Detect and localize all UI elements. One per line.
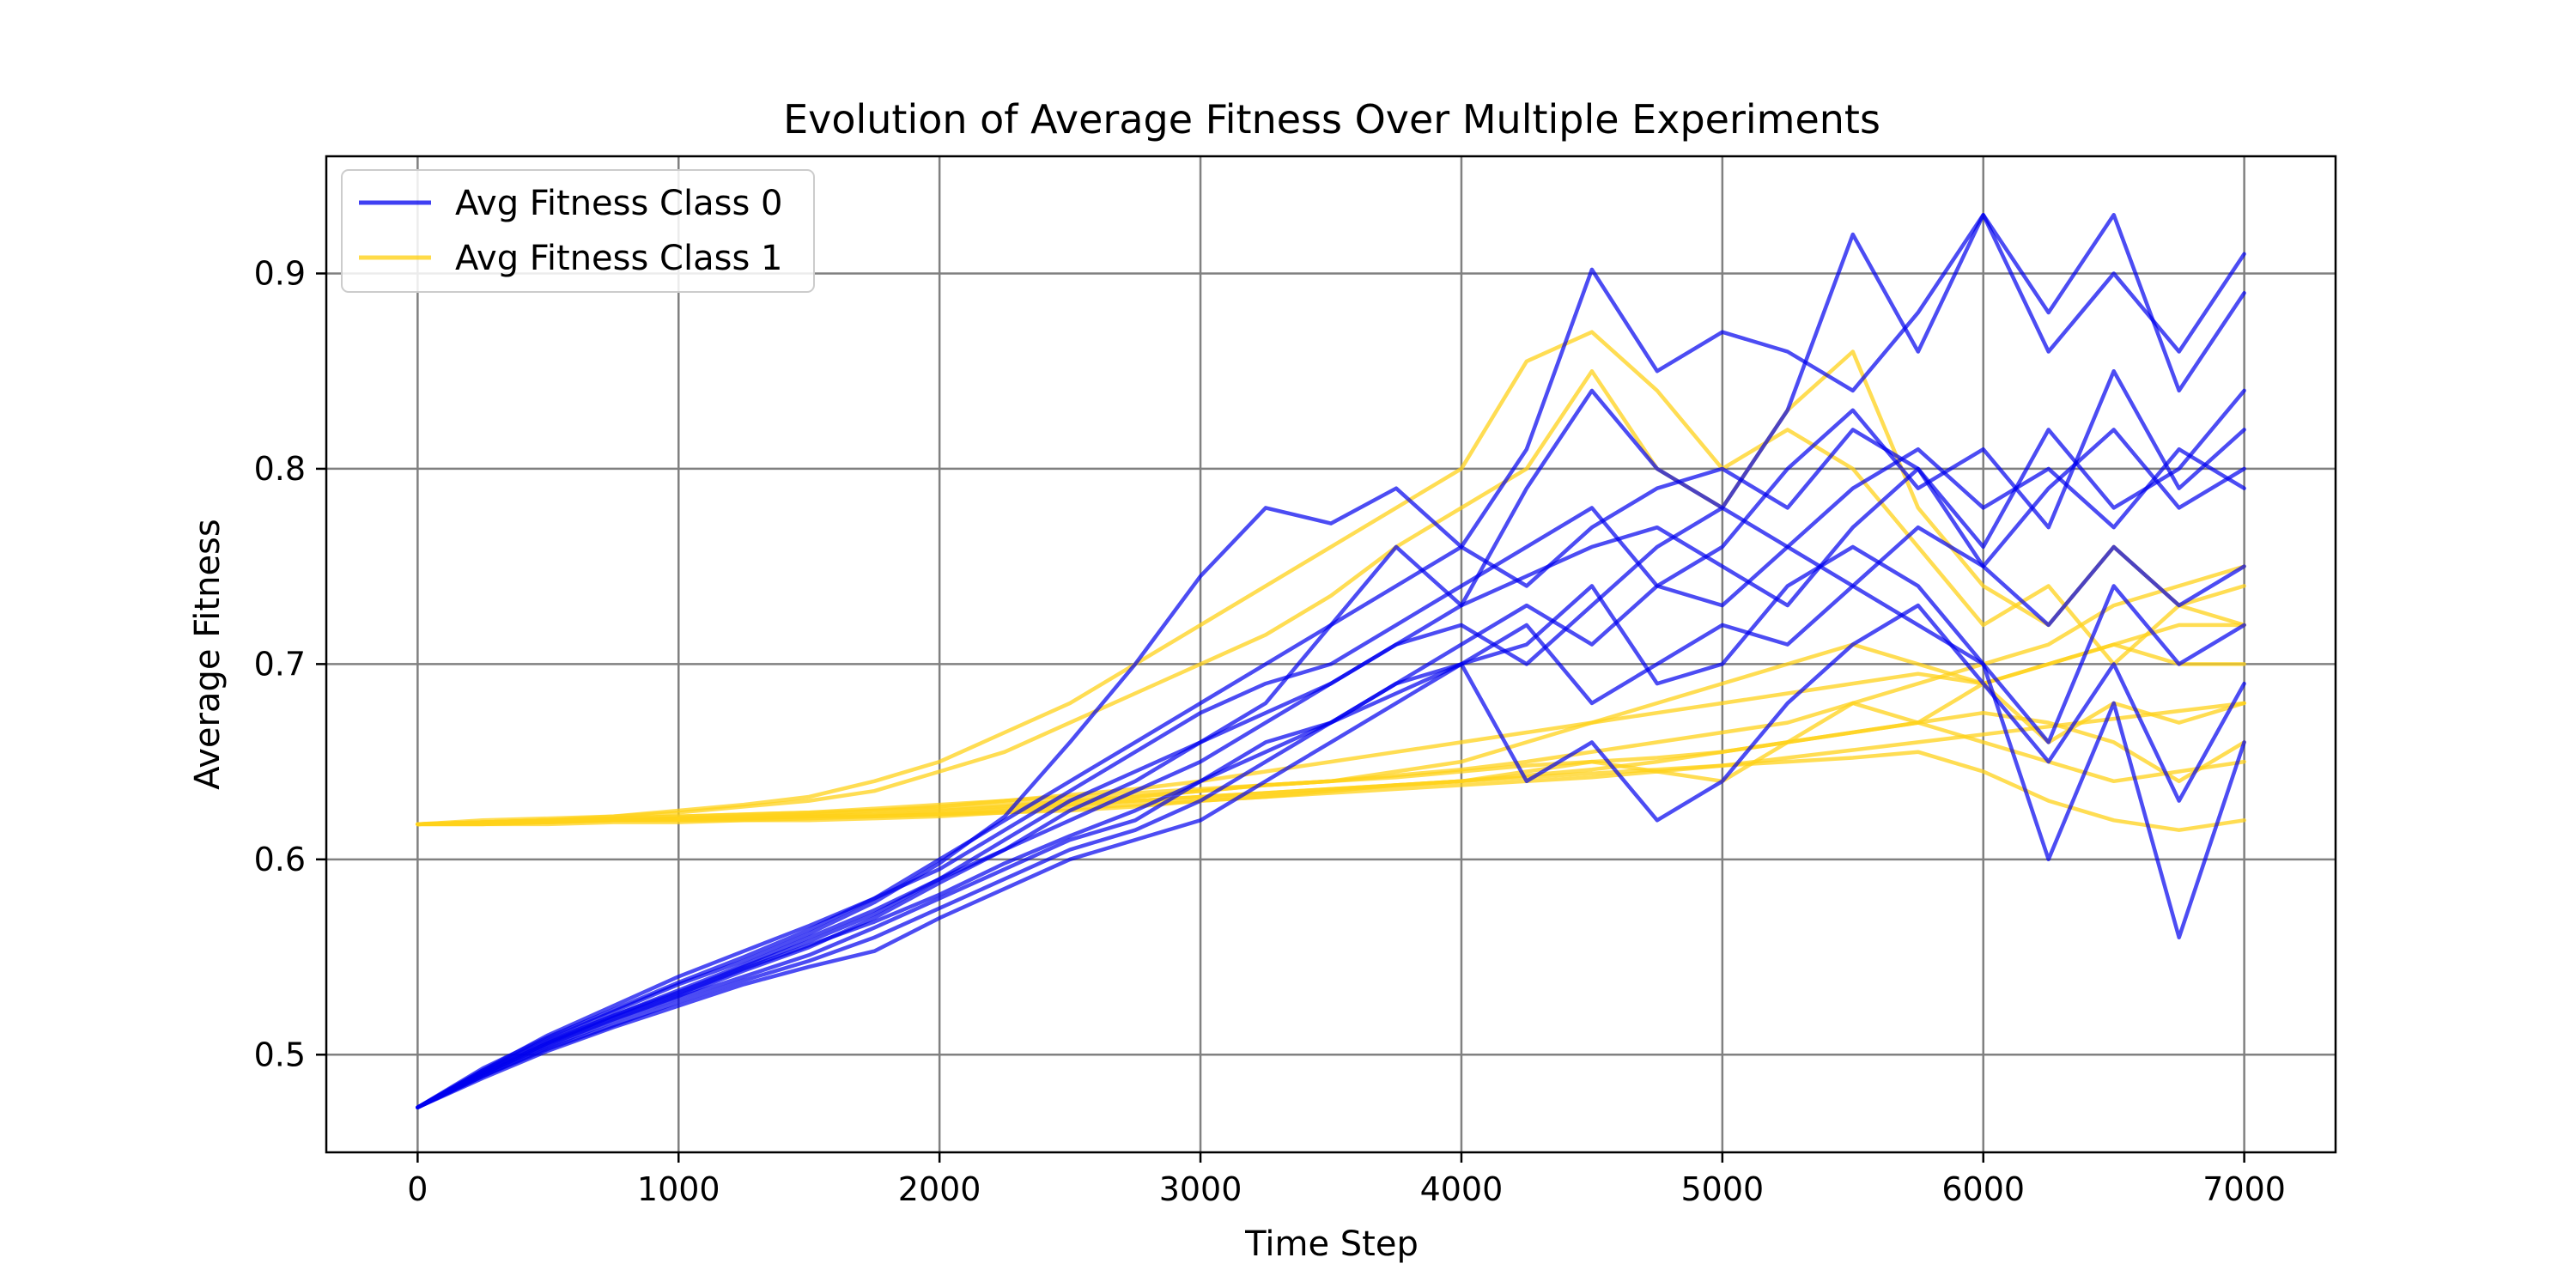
x-tick-label: 2000 [898, 1170, 981, 1208]
legend: Avg Fitness Class 0 Avg Fitness Class 1 [341, 169, 815, 293]
x-axis-ticks: 0 1000 2000 3000 4000 5000 6000 7000 [407, 1152, 2286, 1208]
series-line-class-1 [416, 710, 2246, 827]
legend-label-class-0: Avg Fitness Class 0 [455, 184, 782, 223]
plot-frame [325, 155, 2337, 1154]
x-tick-label: 3000 [1159, 1170, 1242, 1208]
series-line-class-0 [416, 447, 2246, 1109]
series-line-class-0 [416, 584, 2246, 1109]
series-lines [416, 212, 2246, 1109]
series-line-class-0 [416, 388, 2246, 1109]
x-tick-label: 5000 [1680, 1170, 1764, 1208]
y-tick-label: 0.5 [254, 1036, 306, 1073]
series-line-class-1 [416, 701, 2246, 827]
x-tick-label: 6000 [1941, 1170, 2025, 1208]
series-line-class-1 [416, 349, 2246, 827]
x-tick-label: 4000 [1420, 1170, 1504, 1208]
y-tick-label: 0.7 [254, 645, 306, 683]
series-line-class-0 [416, 212, 2246, 1109]
y-tick-label: 0.8 [254, 450, 306, 488]
series-line-class-0 [416, 368, 2246, 1109]
legend-box [341, 169, 815, 293]
y-axis-ticks: 0.5 0.6 0.7 0.8 0.9 [254, 254, 326, 1073]
x-tick-label: 1000 [637, 1170, 720, 1208]
series-line-class-1 [416, 330, 2246, 827]
x-axis-label: Time Step [1244, 1224, 1419, 1264]
chart-title: Evolution of Average Fitness Over Multip… [783, 96, 1880, 143]
legend-label-class-1: Avg Fitness Class 1 [455, 239, 782, 278]
series-line-class-0 [416, 525, 2246, 1109]
x-tick-label: 7000 [2202, 1170, 2286, 1208]
y-tick-label: 0.9 [254, 254, 306, 292]
x-tick-label: 0 [407, 1170, 428, 1208]
y-axis-label: Average Fitness [188, 519, 228, 790]
series-line-class-1 [416, 564, 2246, 827]
y-tick-label: 0.6 [254, 841, 306, 878]
